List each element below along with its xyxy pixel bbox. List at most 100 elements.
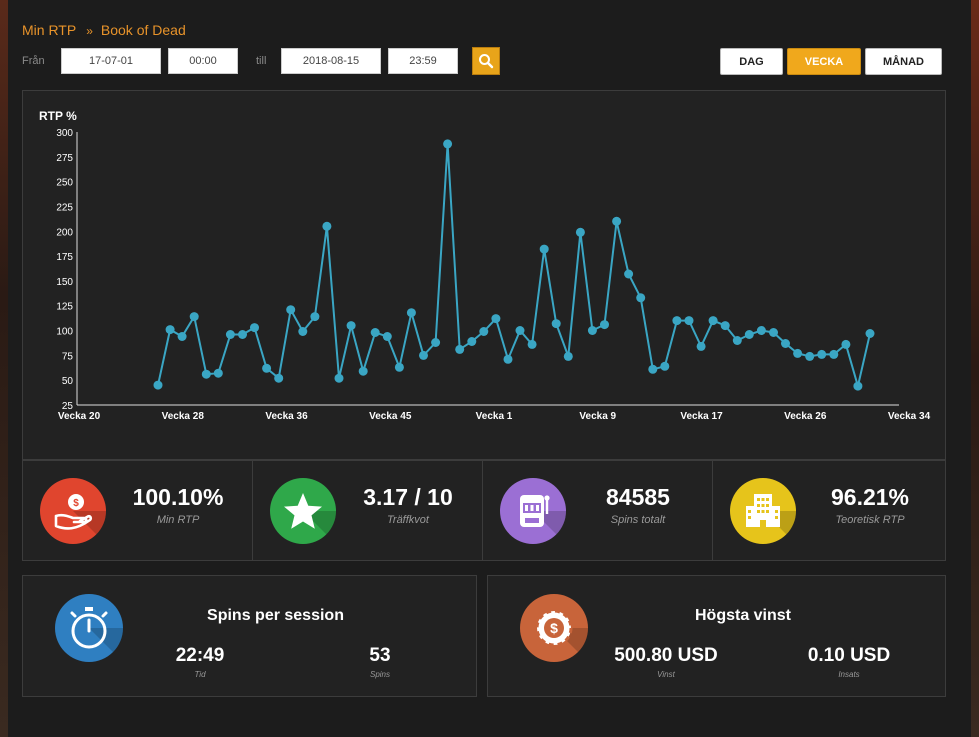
data-point[interactable]: [491, 314, 501, 324]
rtp-chart-panel: RTP % 25 50 75 100 125 150 175 200 225 250 275 300 …: [22, 90, 946, 460]
data-point[interactable]: [648, 364, 658, 374]
search-button[interactable]: [472, 47, 500, 75]
stat-theoretical-rtp-circle: [730, 478, 796, 544]
data-point[interactable]: [865, 329, 875, 338]
breadcrumb-current: Book of Dead: [100, 22, 186, 38]
stat-total-spins-label: Spins totalt: [610, 514, 666, 526]
data-point[interactable]: [587, 326, 597, 335]
to-date-input[interactable]: 2018-08-15: [281, 48, 381, 74]
period-week-button[interactable]: VECKA: [787, 48, 861, 75]
data-point[interactable]: [805, 351, 815, 361]
spins-per-session-panel: Spins per session 22:49 Tid 53 Spins: [22, 575, 477, 697]
stat-my-rtp-value: 100.10%: [132, 484, 224, 510]
hand-money-icon: $: [54, 494, 106, 544]
data-point[interactable]: [419, 350, 428, 360]
x-tick-label: Vecka 1: [476, 411, 513, 422]
data-point[interactable]: [479, 327, 489, 336]
period-month-button[interactable]: MÅNAD: [865, 48, 942, 75]
data-point[interactable]: [624, 269, 634, 279]
data-point[interactable]: [286, 305, 296, 315]
data-point[interactable]: [853, 381, 863, 391]
data-point[interactable]: [769, 328, 778, 337]
data-point[interactable]: [817, 349, 827, 359]
data-point[interactable]: [370, 328, 380, 337]
data-point[interactable]: [322, 221, 332, 231]
x-tick-label: Vecka 17: [680, 411, 723, 422]
data-point[interactable]: [612, 216, 622, 226]
data-point[interactable]: [841, 339, 851, 349]
data-point[interactable]: [443, 139, 453, 149]
data-point[interactable]: [189, 312, 199, 322]
period-day-button[interactable]: DAG: [720, 48, 783, 75]
data-point[interactable]: [346, 321, 356, 331]
data-point[interactable]: [720, 321, 730, 331]
y-tick-label: 75: [62, 351, 74, 362]
data-point[interactable]: [793, 348, 803, 358]
casino-chip-icon: $: [535, 609, 588, 662]
data-point[interactable]: [600, 320, 609, 330]
data-point[interactable]: [225, 330, 235, 339]
data-point[interactable]: [455, 344, 465, 354]
data-point[interactable]: [781, 339, 790, 348]
data-point[interactable]: [696, 341, 706, 351]
data-point[interactable]: [334, 373, 344, 383]
data-point[interactable]: [539, 244, 549, 254]
x-tick-label: Vecka 9: [579, 411, 616, 422]
x-tick-label: Vecka 34: [888, 411, 931, 422]
y-tick-label: 200: [56, 227, 73, 238]
data-point[interactable]: [431, 338, 441, 347]
background-edge-left: [0, 0, 8, 737]
top-win-icon-circle: $: [520, 594, 588, 662]
data-point[interactable]: [358, 366, 368, 376]
data-point[interactable]: [310, 312, 320, 322]
data-point[interactable]: [575, 227, 585, 237]
data-point[interactable]: [394, 362, 404, 372]
x-tick-label: Vecka 20: [58, 411, 101, 422]
data-point[interactable]: [467, 337, 477, 346]
data-point[interactable]: [636, 293, 646, 303]
session-time-value: 22:49: [175, 645, 225, 666]
data-point[interactable]: [515, 326, 525, 335]
from-time-input[interactable]: 00:00: [168, 48, 238, 74]
stopwatch-icon: [70, 607, 123, 662]
data-point[interactable]: [672, 316, 682, 326]
data-point[interactable]: [153, 380, 163, 390]
star-icon: [284, 493, 336, 544]
to-time-input[interactable]: 23:59: [388, 48, 458, 74]
data-point[interactable]: [684, 316, 694, 326]
data-point[interactable]: [756, 326, 766, 335]
data-point[interactable]: [274, 373, 284, 383]
data-point[interactable]: [732, 336, 742, 345]
data-point[interactable]: [262, 363, 272, 373]
data-point[interactable]: [177, 332, 187, 341]
data-point[interactable]: [201, 369, 211, 379]
data-point[interactable]: [213, 368, 223, 378]
breadcrumb-home-link[interactable]: Min RTP: [22, 22, 77, 38]
data-point[interactable]: [744, 330, 754, 339]
data-point[interactable]: [503, 354, 513, 364]
stat-total-spins-value: 84585: [606, 484, 670, 510]
y-tick-label: 300: [56, 128, 73, 139]
data-point[interactable]: [527, 339, 537, 349]
stat-hit-rate-label: Träffkvot: [387, 514, 429, 526]
data-point[interactable]: [238, 330, 247, 339]
from-date-input[interactable]: 17-07-01: [61, 48, 161, 74]
data-point[interactable]: [406, 308, 416, 318]
data-point[interactable]: [660, 361, 670, 371]
stat-theoretical-rtp-label: Teoretisk RTP: [835, 514, 905, 526]
data-point[interactable]: [708, 316, 718, 326]
data-point[interactable]: [250, 323, 259, 333]
y-tick-label: 25: [62, 401, 74, 412]
stat-my-rtp-circle: $: [40, 478, 106, 544]
data-point[interactable]: [563, 351, 573, 361]
stat-total-spins: 84585 Spins totalt: [482, 460, 712, 560]
session-spins-label: Spins: [369, 670, 390, 679]
data-point[interactable]: [165, 325, 175, 335]
data-point[interactable]: [298, 327, 308, 336]
svg-text:$: $: [550, 620, 558, 636]
data-point[interactable]: [551, 319, 561, 329]
data-point[interactable]: [829, 349, 839, 359]
search-icon: [479, 54, 494, 69]
data-point[interactable]: [382, 332, 392, 341]
x-tick-label: Vecka 26: [784, 411, 827, 422]
